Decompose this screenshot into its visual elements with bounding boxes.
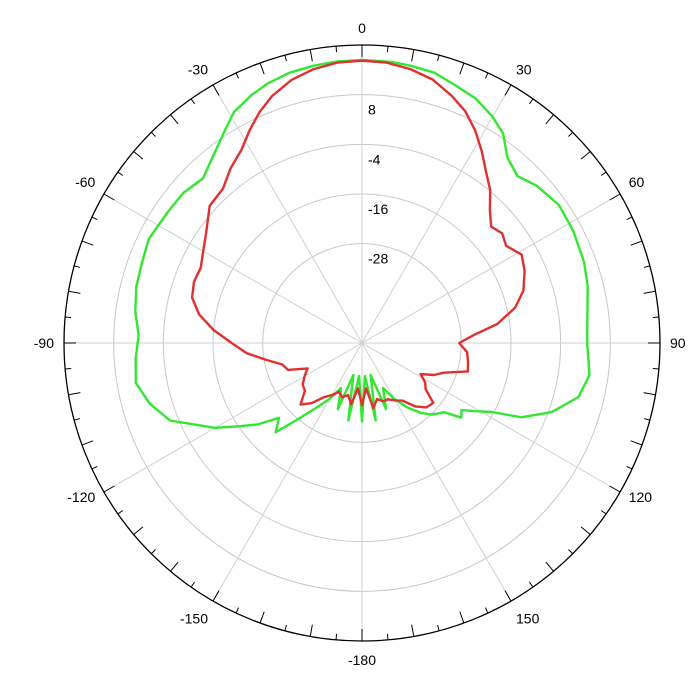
tick-mark-110 <box>630 440 643 446</box>
tick-mark-135 <box>568 549 574 555</box>
tick-mark-310 <box>133 151 144 160</box>
tick-mark-250 <box>81 440 94 446</box>
tick-mark-75 <box>643 265 650 268</box>
tick-mark-305 <box>117 171 124 176</box>
spoke-120 <box>361 342 621 493</box>
angular-spokes <box>64 45 660 641</box>
tick-mark-20 <box>459 62 465 75</box>
tick-mark-290 <box>81 240 94 246</box>
tick-mark-230 <box>133 526 144 535</box>
series-group <box>134 58 591 434</box>
tick-mark-125 <box>600 510 607 515</box>
tick-mark-335 <box>235 72 240 79</box>
tick-mark-85 <box>652 316 659 319</box>
tick-mark-345 <box>284 55 287 62</box>
angle-tick-label: 30 <box>516 61 532 77</box>
tick-mark-295 <box>91 216 98 221</box>
spoke-30 <box>361 84 512 344</box>
tick-mark-350 <box>309 49 313 62</box>
tick-mark-245 <box>91 465 98 470</box>
angle-tick-label: -90 <box>34 335 54 351</box>
spoke-300 <box>103 193 363 344</box>
tick-mark-225 <box>150 549 156 555</box>
radial-tick-label: -4 <box>368 151 381 167</box>
angle-tick-label: -60 <box>75 174 95 190</box>
radial-tick-label: 8 <box>368 102 376 118</box>
tick-mark-50 <box>580 151 591 160</box>
tick-mark-330 <box>212 84 220 96</box>
angle-tick-label: 150 <box>516 611 540 627</box>
tick-mark-170 <box>411 624 415 637</box>
tick-mark-130 <box>580 526 591 535</box>
spoke-330 <box>212 84 363 344</box>
tick-mark-265 <box>65 367 72 370</box>
angle-tick-labels: 0 30 60 90 120 150 -180 -150 -120 -90 -60 -30 <box>34 20 686 668</box>
tick-mark-105 <box>643 418 650 421</box>
tick-mark-145 <box>529 581 534 588</box>
tick-mark-205 <box>235 607 240 614</box>
tick-mark-160 <box>459 611 465 624</box>
tick-mark-235 <box>117 510 124 515</box>
spoke-150 <box>361 342 512 602</box>
tick-mark-185 <box>335 633 338 640</box>
tick-mark-70 <box>630 240 643 246</box>
angle-tick-label: 90 <box>670 335 686 351</box>
tick-mark-40 <box>545 114 554 125</box>
angle-tick-label: -120 <box>67 489 95 505</box>
tick-mark-300 <box>103 193 115 201</box>
tick-mark-175 <box>386 633 389 640</box>
angle-tick-label: -30 <box>188 61 208 77</box>
tick-mark-45 <box>568 131 574 137</box>
tick-mark-140 <box>545 561 554 572</box>
radial-tick-label: -28 <box>368 251 388 267</box>
tick-mark-340 <box>259 62 265 75</box>
tick-mark-120 <box>609 485 621 493</box>
tick-mark-100 <box>643 392 656 396</box>
tick-mark-95 <box>652 367 659 370</box>
tick-mark-240 <box>103 485 115 493</box>
tick-mark-200 <box>259 611 265 624</box>
series-1-line <box>190 59 526 410</box>
radial-tick-label: -16 <box>368 201 388 217</box>
tick-mark-5 <box>386 46 389 53</box>
tick-mark-15 <box>437 55 440 62</box>
tick-mark-165 <box>437 624 440 631</box>
tick-mark-315 <box>150 131 156 137</box>
tick-mark-275 <box>65 316 72 319</box>
tick-mark-35 <box>529 98 534 105</box>
tick-mark-25 <box>484 72 489 79</box>
tick-mark-260 <box>68 392 81 396</box>
tick-mark-190 <box>309 624 313 637</box>
tick-mark-80 <box>643 290 656 294</box>
tick-mark-10 <box>411 49 415 62</box>
tick-mark-155 <box>484 607 489 614</box>
angle-tick-label: -180 <box>348 652 376 668</box>
tick-mark-195 <box>284 624 287 631</box>
tick-mark-30 <box>504 84 512 96</box>
tick-mark-215 <box>190 581 195 588</box>
spoke-210 <box>212 342 363 602</box>
tick-mark-320 <box>170 114 179 125</box>
tick-mark-355 <box>335 46 338 53</box>
tick-mark-280 <box>68 290 81 294</box>
spoke-240 <box>103 342 363 493</box>
angle-ticks <box>64 45 660 641</box>
spoke-60 <box>361 193 621 344</box>
angle-tick-label: 60 <box>629 174 645 190</box>
tick-mark-255 <box>74 418 81 421</box>
angle-tick-label: 0 <box>358 20 366 36</box>
tick-mark-210 <box>212 590 220 602</box>
tick-mark-115 <box>626 465 633 470</box>
tick-mark-60 <box>609 193 621 201</box>
tick-mark-325 <box>190 98 195 105</box>
radial-tick-labels: 8 -4 -16 -28 <box>368 102 388 267</box>
angle-tick-label: 120 <box>629 489 653 505</box>
tick-mark-65 <box>626 216 633 221</box>
tick-mark-285 <box>74 265 81 268</box>
tick-mark-55 <box>600 171 607 176</box>
tick-mark-220 <box>170 561 179 572</box>
angle-tick-label: -150 <box>180 611 208 627</box>
tick-mark-150 <box>504 590 512 602</box>
